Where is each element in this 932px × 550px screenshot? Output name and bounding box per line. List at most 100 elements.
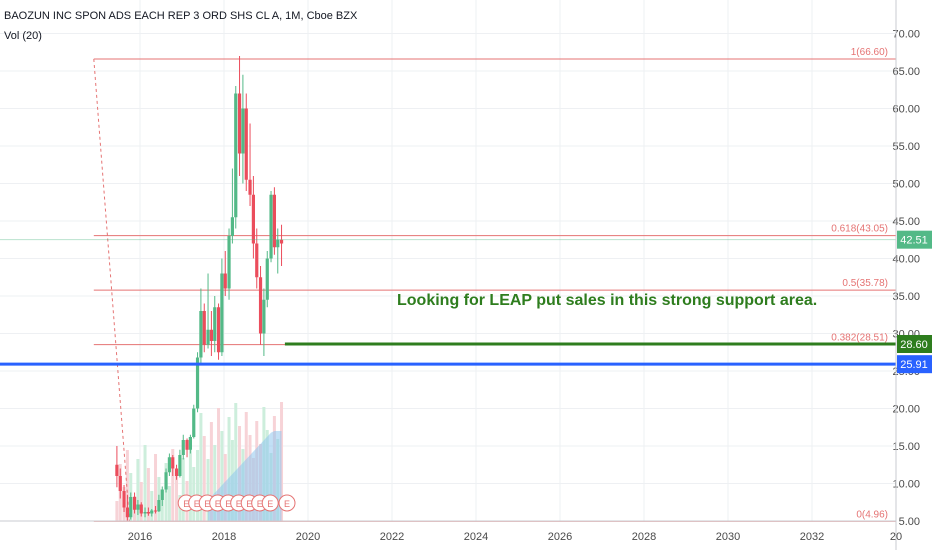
volume-bar: [136, 459, 140, 521]
symbol-title[interactable]: BAOZUN INC SPON ADS EACH REP 3 ORD SHS C…: [4, 10, 358, 22]
volume-bar: [217, 408, 221, 521]
candle-body: [276, 239, 280, 248]
earnings-marker-glyph: E: [183, 499, 189, 509]
candle-body: [244, 108, 248, 180]
x-tick-label: 2028: [632, 531, 656, 543]
x-tick-label: 2020: [296, 531, 320, 543]
volume-bar: [206, 459, 210, 521]
candle-body: [209, 329, 213, 341]
volume-bar: [175, 472, 179, 521]
fib-level-label: 0.382(28.51): [831, 333, 888, 344]
earnings-marker: [261, 494, 279, 512]
earnings-marker-glyph: E: [284, 499, 290, 509]
candle-body: [251, 194, 255, 244]
volume-bar: [139, 482, 143, 521]
price-badge: [897, 355, 932, 374]
candle-body: [248, 179, 252, 195]
candle-body: [139, 504, 143, 514]
y-tick-label: 65.00: [892, 66, 920, 78]
volume-bar: [196, 450, 200, 521]
candle-body: [153, 510, 158, 512]
x-tick-label: 2026: [548, 531, 572, 543]
candle-body: [279, 239, 284, 244]
time-axis[interactable]: 2016 2018 2020 2022 2024 2026 2028 2030 2032 20: [0, 520, 902, 543]
price-axis[interactable]: 5.0010.0015.0020.0025.0030.0035.0040.004…: [892, 0, 932, 550]
earnings-marker-glyph: E: [257, 499, 263, 509]
candle-body: [216, 307, 221, 353]
y-tick-label: 15.00: [892, 441, 920, 453]
fib-level-label: 0(4.96): [856, 509, 888, 520]
earnings-marker-glyph: E: [204, 499, 210, 509]
support-annotation[interactable]: Looking for LEAP put sales in this stron…: [397, 292, 818, 309]
candle-body: [146, 512, 150, 514]
volume-bar: [181, 458, 185, 521]
candle-body: [202, 311, 206, 345]
candle-body: [213, 307, 217, 341]
candle-body: [220, 273, 224, 353]
price-badge: [897, 230, 932, 249]
candle-body: [199, 311, 203, 358]
volume-bar: [146, 468, 150, 521]
candle-body: [171, 457, 175, 469]
candle-body: [237, 93, 242, 154]
volume-bar: [199, 413, 203, 521]
earnings-marker-glyph: E: [194, 499, 200, 509]
candle-body: [160, 489, 164, 500]
fib-anchor-line: [93, 58, 130, 522]
candle-body: [136, 504, 140, 510]
candle-body: [258, 277, 263, 334]
y-tick-label: 40.00: [892, 254, 920, 266]
candles: [115, 56, 284, 521]
candle-body: [241, 108, 245, 154]
candle-body: [125, 507, 129, 518]
y-tick-label: 35.00: [892, 291, 920, 303]
candle-body: [223, 273, 227, 289]
candle-body: [122, 491, 126, 508]
volume-bar: [160, 500, 164, 521]
candle-body: [230, 217, 234, 236]
candle-body: [178, 455, 182, 476]
volume-indicator-label[interactable]: Vol (20): [4, 30, 42, 42]
y-tick-label: 45.00: [892, 216, 920, 228]
volume-bar: [125, 450, 129, 521]
x-tick-label: 2032: [800, 531, 824, 543]
candle-body: [118, 476, 122, 491]
fib-level-label: 1(66.60): [851, 47, 888, 58]
candle-body: [164, 472, 168, 490]
grid-layer: [0, 0, 897, 522]
volume-bar: [188, 444, 192, 521]
earnings-marker-glyph: E: [246, 499, 252, 509]
x-tick-label: 2030: [716, 531, 740, 543]
candle-body: [167, 457, 171, 473]
volume-bar: [150, 491, 154, 521]
candle-body: [234, 93, 238, 218]
y-tick-label: 20.00: [892, 404, 920, 416]
volume-bar: [171, 449, 175, 521]
volume-bar: [143, 445, 147, 521]
earnings-marker-glyph: E: [225, 499, 231, 509]
candle-body: [227, 236, 231, 289]
candle-body: [129, 497, 133, 518]
volume-bar: [227, 417, 231, 521]
earnings-marker-glyph: E: [215, 499, 221, 509]
volume-bar: [202, 436, 206, 521]
candle-body: [206, 329, 210, 345]
candle-body: [132, 497, 137, 510]
earnings-marker-glyph: E: [267, 499, 273, 509]
y-tick-label: 5.00: [899, 516, 920, 528]
price-badge-label: 28.60: [900, 339, 928, 351]
volume-bar: [167, 486, 171, 521]
price-badge-label: 25.91: [900, 359, 928, 371]
candle-body: [188, 437, 192, 450]
x-tick-label: 2022: [380, 531, 404, 543]
candle-body: [115, 464, 119, 476]
volume-bar: [154, 454, 158, 521]
y-tick-label: 70.00: [892, 29, 920, 41]
y-tick-label: 60.00: [892, 104, 920, 116]
volume-bar: [192, 467, 196, 521]
volume-bar: [234, 403, 238, 521]
candle-body: [143, 512, 147, 514]
x-tick-label: 2016: [128, 531, 152, 543]
volume-bar: [220, 431, 224, 521]
